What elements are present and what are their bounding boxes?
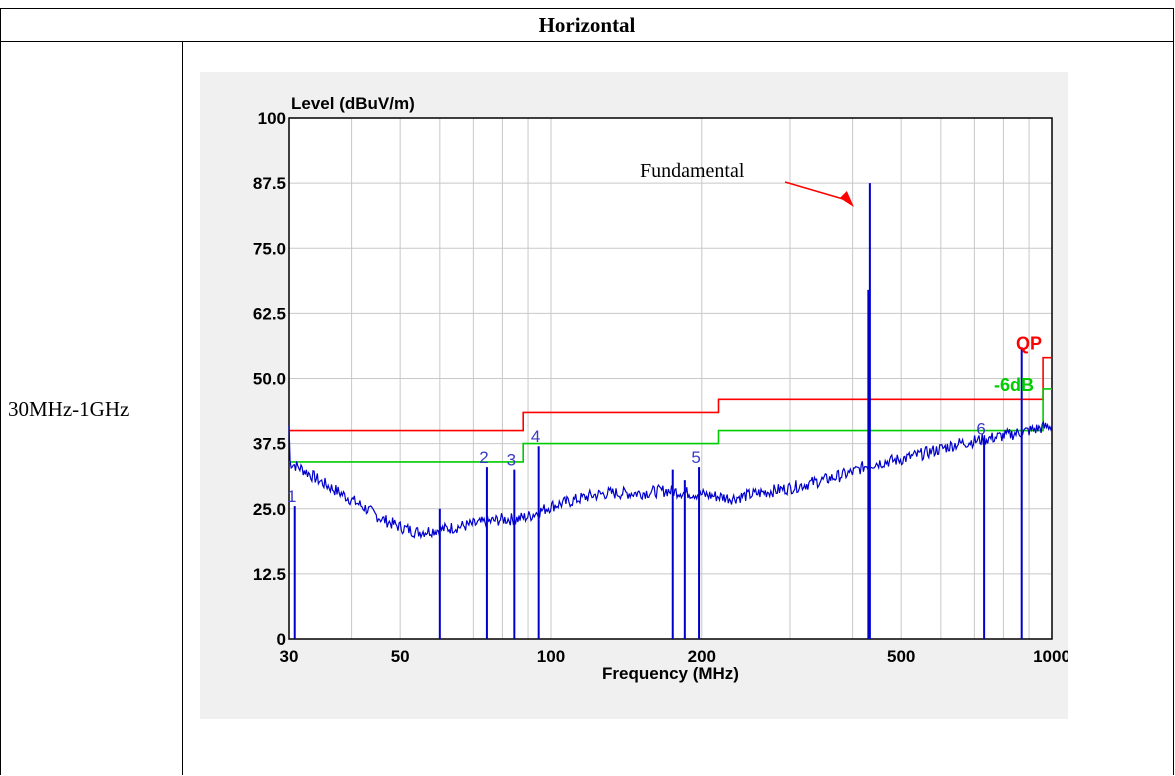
marker-label: 2	[479, 448, 488, 467]
marker-label: 4	[531, 427, 540, 446]
y-tick-label: 100	[258, 109, 286, 128]
y-tick-label: 0	[277, 630, 286, 649]
fundamental-annotation: Fundamental	[640, 160, 745, 182]
frequency-range-cell: 30MHz-1GHz	[1, 42, 182, 776]
x-tick-label: 1000	[1033, 647, 1068, 666]
emission-trace	[288, 420, 1053, 540]
x-tick-label: 30	[280, 647, 299, 666]
marker-label: 1	[287, 487, 296, 506]
limit-line-qp	[289, 356, 1052, 432]
marker-label: 5	[691, 448, 700, 467]
y-tick-label: 12.5	[253, 565, 286, 584]
limit-label-6db: -6dB	[994, 375, 1034, 395]
y-axis-title: Level (dBuV/m)	[291, 94, 415, 113]
results-table: Horizontal 30MHz-1GHz	[0, 8, 1174, 775]
marker-label: 6	[976, 419, 985, 438]
emission-plot-panel: 0 12.5 25.0 37.5 50.0 62.5 75.0 87.5 100 30 50 100 2…	[200, 72, 1068, 719]
x-tick-label: 50	[391, 647, 410, 666]
x-axis-title: Frequency (MHz)	[602, 664, 739, 683]
x-tick-label: 200	[688, 647, 716, 666]
limit-label-qp: QP	[1016, 334, 1042, 354]
x-tick-label: 500	[887, 647, 915, 666]
plot-frame	[288, 117, 1053, 640]
frequency-range-label: 30MHz-1GHz	[8, 397, 130, 421]
table-header-polarization: Horizontal	[1, 9, 1173, 42]
y-tick-label: 75.0	[253, 239, 286, 258]
y-tick-label: 87.5	[253, 174, 286, 193]
limit-line-6db	[289, 388, 1052, 463]
y-tick-label: 25.0	[253, 500, 286, 519]
x-tick-label: 100	[537, 647, 565, 666]
annotation-arrow-line	[784, 181, 851, 202]
marker-label: 3	[507, 451, 516, 470]
column-divider	[182, 42, 183, 775]
emission-chart: 0 12.5 25.0 37.5 50.0 62.5 75.0 87.5 100 30 50 100 2…	[253, 94, 1068, 683]
y-tick-label: 37.5	[253, 435, 286, 454]
cropped-previous-text	[0, 0, 60, 8]
y-tick-label: 50.0	[253, 370, 286, 389]
annotation-arrow-head	[839, 190, 854, 207]
y-tick-label: 62.5	[253, 304, 286, 323]
